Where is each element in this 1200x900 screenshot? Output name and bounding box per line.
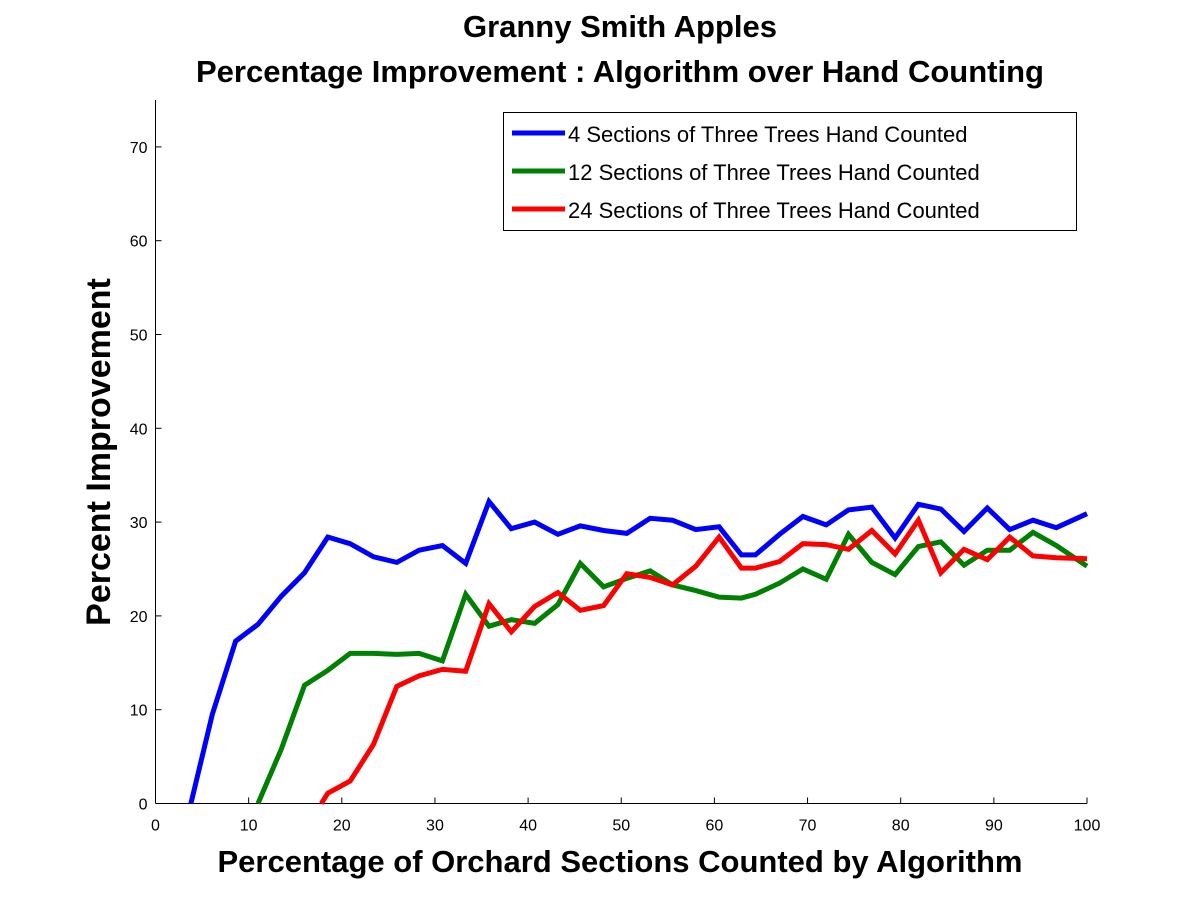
x-tick-label: 100 — [1074, 818, 1101, 835]
y-tick-label: 20 — [130, 609, 148, 626]
legend: 4 Sections of Three Trees Hand Counted 12… — [503, 112, 1077, 231]
series-line-3 — [319, 515, 1088, 805]
y-tick-label: 0 — [139, 797, 148, 814]
x-axis-label: Percentage of Orchard Sections Counted b… — [218, 844, 1023, 879]
x-tick-label: 10 — [240, 818, 258, 835]
y-tick-label: 50 — [130, 328, 148, 345]
x-ticks: 0 10 20 30 40 50 60 70 80 90 100 — [151, 797, 1101, 835]
x-tick-label: 90 — [985, 818, 1003, 835]
chart-title: Granny Smith Apples — [463, 9, 777, 44]
y-tick-label: 10 — [130, 703, 148, 720]
x-tick-label: 0 — [151, 818, 160, 835]
y-tick-label: 40 — [130, 421, 148, 438]
x-tick-label: 20 — [333, 818, 351, 835]
legend-label-3: 24 Sections of Three Trees Hand Counted — [568, 198, 980, 223]
y-ticks: 0 10 20 30 40 50 60 70 — [130, 140, 162, 814]
series-line-1 — [188, 496, 1089, 805]
x-tick-label: 60 — [706, 818, 724, 835]
x-tick-label: 70 — [799, 818, 817, 835]
x-tick-label: 80 — [892, 818, 910, 835]
y-axis-label: Percent Improvement — [80, 278, 118, 626]
legend-box — [503, 112, 1077, 231]
plot-area: 0 10 20 30 40 50 60 70 80 90 100 0 10 20 30 40 50 60 70 — [130, 100, 1101, 835]
legend-label-2: 12 Sections of Three Trees Hand Counted — [568, 160, 980, 185]
x-tick-label: 30 — [426, 818, 444, 835]
x-tick-label: 40 — [519, 818, 537, 835]
y-tick-label: 70 — [130, 140, 148, 157]
legend-items: 4 Sections of Three Trees Hand Counted 12… — [512, 122, 980, 223]
chart-subtitle: Percentage Improvement : Algorithm over … — [196, 54, 1044, 89]
legend-label-1: 4 Sections of Three Trees Hand Counted — [568, 122, 968, 147]
y-tick-label: 60 — [130, 234, 148, 251]
series-line-2 — [255, 529, 1089, 805]
series-lines — [188, 496, 1089, 805]
x-tick-label: 50 — [612, 818, 630, 835]
y-tick-label: 30 — [130, 515, 148, 532]
